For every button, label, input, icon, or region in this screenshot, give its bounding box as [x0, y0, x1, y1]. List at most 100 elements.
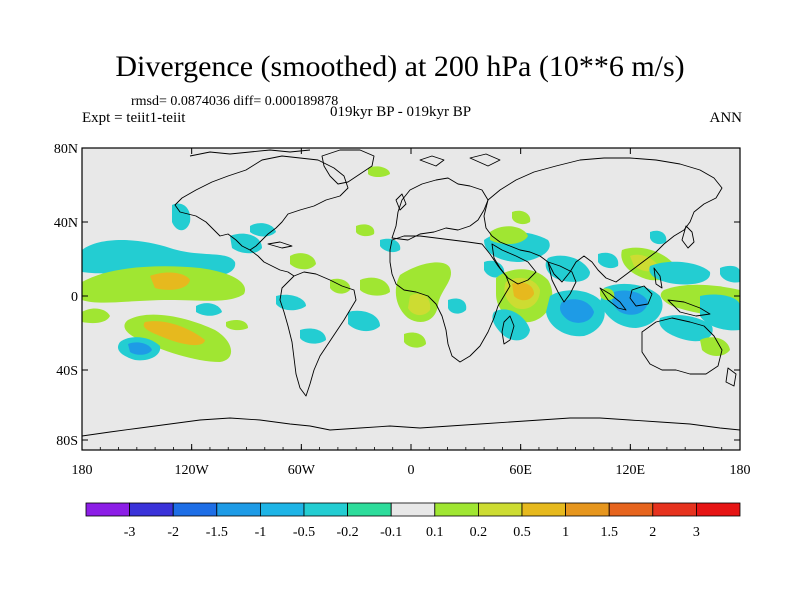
colorbar-swatch [608, 502, 654, 517]
region-south-atlantic-green [404, 332, 426, 348]
lon-tick-label: 120E [616, 463, 646, 478]
region-sa-cyan-3 [300, 328, 326, 344]
colorbar-swatch [85, 502, 130, 517]
coastline-sumatra [599, 287, 627, 311]
colorbar-swatch [696, 502, 741, 517]
lat-tick-label: 80N [54, 142, 78, 157]
coastline-arctic-islands [189, 149, 311, 157]
region-sa-cyan-2 [348, 310, 380, 332]
coastline-asia [483, 157, 723, 283]
coastline-cuba [267, 241, 293, 249]
colorbar-swatch [172, 502, 218, 517]
colorbar-label: 2 [649, 525, 656, 540]
region-sw-aus-cyan [659, 315, 713, 342]
region-arabia-green [490, 226, 528, 245]
colorbar-label: -1.5 [206, 525, 228, 540]
region-caribbean-cyan [230, 233, 262, 254]
region-arctic-green [368, 166, 390, 177]
colorbar-swatch [390, 502, 436, 517]
lon-tick-label: 120W [175, 463, 210, 478]
lon-tick-label: 180 [730, 463, 751, 478]
region-aus-green [700, 337, 730, 356]
coastline-europe [391, 177, 489, 241]
colorbar-swatch [303, 502, 348, 517]
colorbar-label: -2 [167, 525, 179, 540]
region-maritime-green [600, 288, 615, 301]
coastline-svalbard [419, 155, 445, 167]
region-africa-west-cyan [380, 238, 401, 253]
coastline-new-guinea [667, 299, 711, 317]
colorbar-label: -3 [124, 525, 136, 540]
colorbar-label: 0.1 [426, 525, 444, 540]
plot-title: Divergence (smoothed) at 200 hPa (10**6 … [115, 50, 685, 83]
lon-tick-label: 180 [72, 463, 93, 478]
coastline-north-america [174, 155, 349, 251]
lon-tick-label: 60W [288, 463, 316, 478]
lat-tick-label: 0 [71, 290, 78, 305]
coastline-central-america [249, 249, 295, 277]
coastline-new-zealand [725, 367, 737, 387]
region-wpacific-cyan-n [650, 230, 667, 245]
colorbar-label: 1.5 [600, 525, 618, 540]
period-label: 019kyr BP - 019kyr BP [330, 104, 472, 120]
coastline-australia [641, 317, 723, 375]
axis-ticks: 80N 40N 0 40S 80S 180 120W 60W 0 60E 120E 180 [54, 142, 751, 478]
divergence-field [82, 166, 740, 362]
lat-tick-label: 80S [56, 434, 78, 449]
coastline-africa [389, 235, 511, 363]
colorbar-swatch [434, 502, 479, 517]
coastlines [82, 149, 740, 437]
rmsd-diff-stats: rmsd= 0.0874036 diff= 0.000189878 [131, 94, 339, 109]
colorbar-label: 3 [693, 525, 700, 540]
coastline-madagascar [501, 315, 515, 345]
coastline-antarctica [82, 417, 740, 437]
region-wpacific-cyan-band [649, 261, 711, 285]
region-indian-ocean-blue [560, 299, 594, 323]
lat-tick-label: 40N [54, 216, 78, 231]
colorbar-label: -1 [255, 525, 267, 540]
colorbar-label: -0.2 [337, 525, 359, 540]
region-central-pacific-cyan [700, 294, 740, 331]
coastline-india [547, 261, 577, 303]
region-arabian-sea-orange [512, 282, 534, 301]
region-africa-cyan-ne [448, 298, 467, 314]
colorbar-swatch [347, 502, 392, 517]
region-sahara-green [356, 224, 375, 237]
colorbar-swatch [652, 502, 697, 517]
coastline-south-america [279, 271, 357, 397]
colorbar-label: 0.5 [513, 525, 531, 540]
season-label: ANN [709, 110, 743, 126]
coastline-uk [395, 193, 407, 211]
coastline-arabia [491, 243, 537, 285]
coastline-novaya-zemlya [469, 153, 501, 167]
region-sw-pacific-blue [128, 342, 152, 355]
colorbar-swatch [129, 502, 174, 517]
colorbar-swatch [521, 502, 566, 517]
lon-tick-label: 0 [408, 463, 415, 478]
colorbar-swatch [216, 502, 261, 517]
colorbar-label: 1 [562, 525, 569, 540]
region-pacific-orange [150, 272, 190, 290]
region-sa-cyan [276, 294, 306, 311]
region-atlantic-africa-yellow [408, 293, 431, 316]
region-ep-patch-1 [82, 308, 110, 324]
lon-tick-label: 60E [509, 463, 532, 478]
region-sa-green-2 [360, 277, 390, 296]
coastline-greenland [321, 149, 375, 185]
coastline-japan [681, 225, 695, 249]
colorbar-swatch [477, 502, 523, 517]
region-med-green [512, 210, 531, 225]
region-south-pacific-orange [143, 321, 205, 346]
lat-tick-label: 40S [56, 364, 78, 379]
colorbar-swatch [259, 502, 305, 517]
colorbar-label: 0.2 [470, 525, 488, 540]
colorbar-label: -0.1 [380, 525, 402, 540]
region-india-cyan-2 [598, 252, 619, 269]
region-nile-cyan [484, 260, 505, 278]
colorbar: -3 -2 -1.5 -1 -0.5 -0.2 -0.1 0.1 0.2 0.5 1 1.5 2 3 [85, 502, 741, 540]
region-ep-patch-2 [196, 303, 222, 316]
region-ep-patch-3 [226, 320, 248, 331]
region-caribbean-green [290, 253, 316, 270]
coastline-borneo [629, 285, 653, 307]
